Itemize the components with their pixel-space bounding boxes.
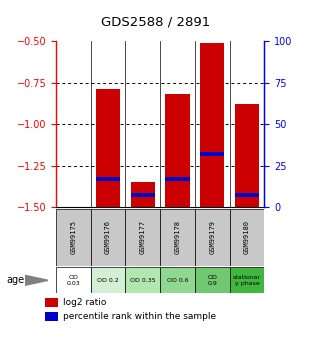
Text: GDS2588 / 2891: GDS2588 / 2891 — [101, 16, 210, 29]
Bar — [165, 177, 190, 181]
Text: OD
0.9: OD 0.9 — [207, 275, 217, 286]
Bar — [91, 267, 125, 293]
Text: GSM99176: GSM99176 — [105, 220, 111, 254]
Text: log2 ratio: log2 ratio — [63, 298, 106, 307]
Text: GSM99175: GSM99175 — [70, 220, 76, 254]
Bar — [125, 267, 160, 293]
Bar — [235, 104, 259, 207]
Bar — [230, 267, 264, 293]
Bar — [195, 267, 230, 293]
Text: GSM99179: GSM99179 — [209, 220, 215, 254]
Bar — [91, 209, 125, 266]
Text: age: age — [6, 275, 24, 285]
Text: OD 0.35: OD 0.35 — [130, 278, 156, 283]
Bar — [56, 267, 91, 293]
Text: stationar
y phase: stationar y phase — [233, 275, 261, 286]
Bar — [195, 209, 230, 266]
Text: OD
0.03: OD 0.03 — [67, 275, 80, 286]
Bar — [131, 182, 155, 207]
Bar — [230, 209, 264, 266]
Bar — [96, 177, 120, 181]
Text: GSM99177: GSM99177 — [140, 220, 146, 254]
Bar — [160, 209, 195, 266]
Bar — [125, 209, 160, 266]
Bar — [45, 312, 58, 321]
Text: OD 0.2: OD 0.2 — [97, 278, 119, 283]
Bar — [45, 298, 58, 307]
Bar — [200, 43, 225, 207]
Text: GSM99180: GSM99180 — [244, 220, 250, 254]
Bar — [56, 209, 91, 266]
Bar — [131, 193, 155, 197]
Text: OD 0.6: OD 0.6 — [167, 278, 188, 283]
Bar — [200, 152, 225, 156]
Text: percentile rank within the sample: percentile rank within the sample — [63, 312, 216, 321]
Text: GSM99178: GSM99178 — [174, 220, 180, 254]
Bar — [165, 95, 190, 207]
Bar — [160, 267, 195, 293]
Bar — [235, 193, 259, 197]
Polygon shape — [25, 275, 48, 285]
Bar — [96, 89, 120, 207]
